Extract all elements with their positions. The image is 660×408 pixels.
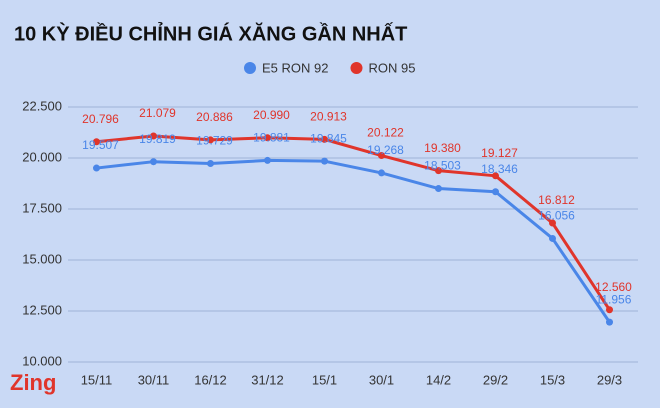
point <box>606 318 613 326</box>
data-label: 19.845 <box>310 131 347 145</box>
x-tick-label: 15/1 <box>312 372 337 387</box>
data-label: 20.796 <box>82 112 119 126</box>
x-tick-label: 16/12 <box>194 372 227 387</box>
data-label: 19.127 <box>481 146 518 160</box>
point <box>264 134 271 142</box>
series-line <box>96 158 611 323</box>
point <box>435 167 442 175</box>
data-label: 19.729 <box>196 134 233 148</box>
logo: Zing <box>10 370 56 395</box>
point <box>492 172 499 180</box>
data-label: 21.079 <box>139 106 176 120</box>
point <box>207 136 214 144</box>
data-label: 20.990 <box>253 108 290 122</box>
data-label: 18.346 <box>481 162 518 176</box>
legend-label: E5 RON 92 <box>262 60 328 75</box>
point <box>93 164 100 172</box>
point <box>606 306 613 314</box>
point <box>435 185 442 193</box>
point <box>321 157 328 165</box>
point <box>207 160 214 168</box>
chart-title: 10 KỲ ĐIỀU CHỈNH GIÁ XĂNG GẦN NHẤT <box>14 21 407 45</box>
point <box>378 169 385 177</box>
data-label: 18.503 <box>424 159 461 173</box>
data-label: 12.560 <box>595 280 632 294</box>
x-tick-label: 29/2 <box>483 372 508 387</box>
y-tick-label: 12.500 <box>22 302 62 317</box>
x-tick-label: 15/11 <box>81 372 113 387</box>
data-label: 19.819 <box>139 132 176 146</box>
point <box>150 158 157 166</box>
point <box>150 132 157 140</box>
data-label: 19.380 <box>424 141 461 155</box>
x-tick-label: 29/3 <box>597 372 622 387</box>
y-tick-label: 17.500 <box>22 200 62 215</box>
y-tick-label: 10.000 <box>22 353 62 368</box>
data-label: 11.956 <box>596 292 632 306</box>
data-label: 20.122 <box>367 126 404 140</box>
y-tick-label: 22.500 <box>22 98 62 113</box>
data-label: 16.056 <box>538 209 575 223</box>
data-label: 19.507 <box>82 138 119 152</box>
series-line <box>96 134 611 311</box>
point <box>321 135 328 143</box>
x-tick-label: 14/2 <box>426 372 451 387</box>
point <box>492 188 499 196</box>
data-label: 19.881 <box>253 131 290 145</box>
x-tick-label: 30/1 <box>369 372 394 387</box>
point <box>549 234 556 242</box>
data-label: 20.913 <box>310 110 347 124</box>
y-tick-label: 20.000 <box>22 149 62 164</box>
data-label: 20.886 <box>196 110 233 124</box>
data-label: 16.812 <box>538 193 575 207</box>
legend-swatch <box>350 62 363 74</box>
point <box>264 156 271 164</box>
x-tick-label: 30/11 <box>138 372 170 387</box>
data-label: 19.268 <box>367 143 404 157</box>
point <box>549 219 556 227</box>
legend-swatch <box>244 62 256 74</box>
point <box>93 138 100 146</box>
legend-label: RON 95 <box>368 60 415 75</box>
point <box>378 152 385 160</box>
x-tick-label: 31/12 <box>251 372 284 387</box>
x-tick-label: 15/3 <box>540 372 565 387</box>
y-tick-label: 15.000 <box>22 251 62 266</box>
